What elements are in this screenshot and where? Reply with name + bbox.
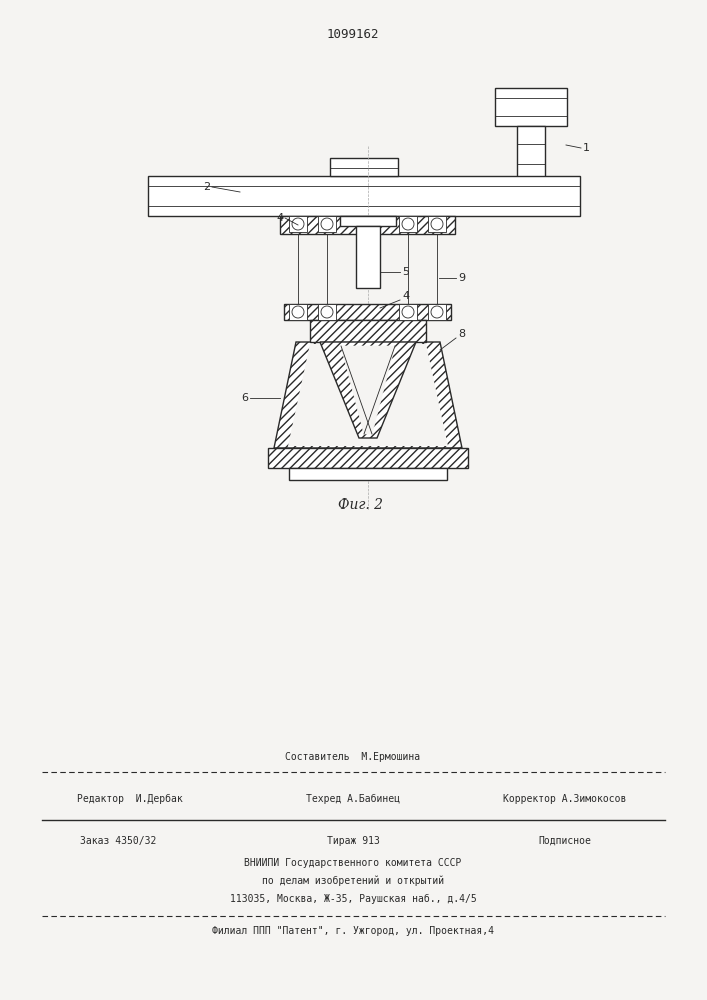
Text: 4: 4	[277, 213, 284, 223]
Text: Корректор А.Зимокосов: Корректор А.Зимокосов	[503, 794, 626, 804]
Bar	[399, 216, 417, 232]
Polygon shape	[288, 344, 448, 446]
Bar	[289, 216, 307, 232]
Bar	[428, 216, 446, 232]
Bar	[148, 176, 580, 216]
Bar	[340, 216, 396, 226]
Bar	[399, 304, 417, 320]
Bar	[289, 304, 307, 320]
Text: Фиг. 2: Фиг. 2	[337, 498, 382, 512]
Text: Тираж 913: Тираж 913	[327, 836, 380, 846]
Text: 5: 5	[402, 267, 409, 277]
Text: 1099162: 1099162	[327, 28, 379, 41]
Bar	[428, 304, 446, 320]
Bar	[318, 216, 336, 232]
Bar	[517, 126, 545, 186]
Text: 2: 2	[203, 182, 210, 192]
Bar	[330, 158, 398, 176]
Text: 1: 1	[583, 143, 590, 153]
Bar	[356, 226, 380, 288]
Bar	[268, 448, 468, 468]
Text: Подписное: Подписное	[539, 836, 592, 846]
Text: Техред А.Бабинец: Техред А.Бабинец	[306, 794, 400, 804]
Text: 6: 6	[241, 393, 248, 403]
Polygon shape	[274, 342, 462, 448]
Bar	[284, 304, 451, 320]
Text: 4: 4	[402, 291, 409, 301]
Bar	[310, 320, 426, 342]
Bar	[280, 216, 455, 234]
Bar	[507, 186, 555, 196]
Bar	[495, 88, 567, 126]
Text: 9: 9	[458, 273, 465, 283]
Text: по делам изобретений и открытий: по делам изобретений и открытий	[262, 876, 444, 886]
Text: 113035, Москва, Ж-35, Раушская наб., д.4/5: 113035, Москва, Ж-35, Раушская наб., д.4…	[230, 894, 477, 904]
Text: Заказ 4350/32: Заказ 4350/32	[80, 836, 156, 846]
Text: Составитель  М.Ермошина: Составитель М.Ермошина	[286, 752, 421, 762]
Polygon shape	[341, 346, 395, 434]
Text: ВНИИПИ Государственного комитета СССР: ВНИИПИ Государственного комитета СССР	[245, 858, 462, 868]
Text: Редактор  И.Дербак: Редактор И.Дербак	[77, 794, 183, 804]
Bar	[289, 468, 447, 480]
Text: 8: 8	[458, 329, 465, 339]
Text: Филиал ППП "Патент", г. Ужгород, ул. Проектная,4: Филиал ППП "Патент", г. Ужгород, ул. Про…	[212, 926, 494, 936]
Polygon shape	[320, 342, 416, 438]
Bar	[318, 304, 336, 320]
